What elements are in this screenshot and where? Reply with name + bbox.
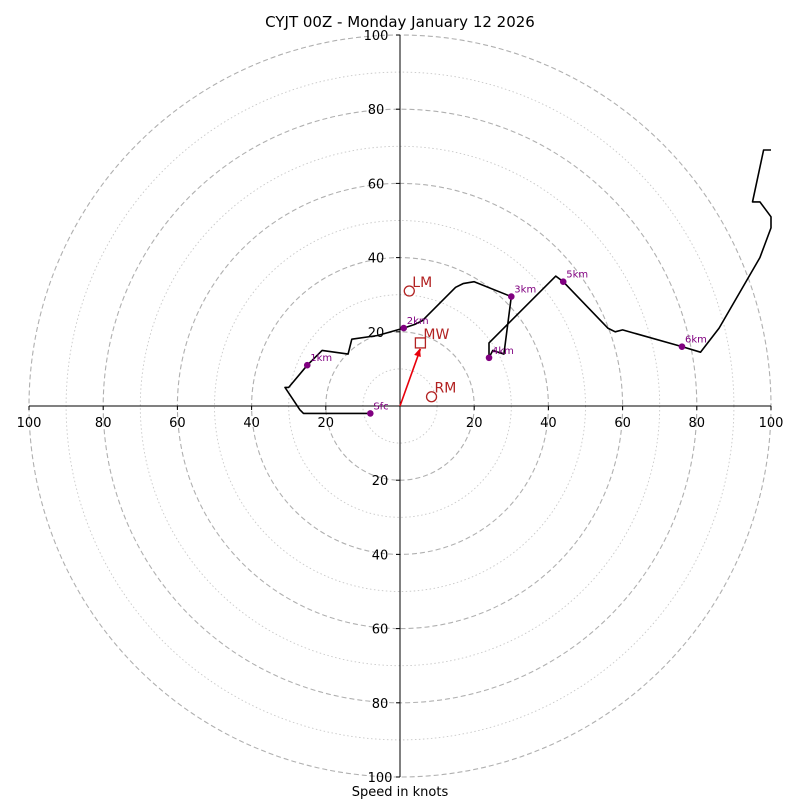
tick-label-y-down: 100	[368, 771, 393, 786]
right-mover-marker	[425, 391, 438, 403]
tick-label-y-down: 80	[372, 697, 389, 712]
tick-label-x-right: 20	[466, 416, 483, 431]
storm-motion: MW LM RM	[399, 275, 457, 407]
tick-label-y-down: 40	[372, 548, 389, 563]
wind-profile-line	[284, 149, 772, 415]
chart-title: CYJT 00Z - Monday January 12 2026	[265, 13, 535, 31]
height-marker-label: 5km	[566, 270, 588, 281]
tick-label-x-right: 80	[689, 416, 706, 431]
tick-label-y-up: 60	[368, 177, 385, 192]
mean-wind-label: MW	[423, 327, 449, 343]
tick-label-x-left: 100	[17, 416, 42, 431]
height-marker-dot	[678, 343, 686, 350]
tick-label-y-up: 80	[368, 103, 385, 118]
height-marker-label: 1km	[310, 353, 332, 364]
height-marker-dot	[367, 410, 374, 417]
height-marker-label: 6km	[685, 335, 707, 346]
tick-label-y-up: 40	[368, 252, 385, 267]
height-marker-dot	[508, 293, 515, 300]
tick-label-x-left: 80	[95, 416, 112, 431]
tick-labels: 100 80 60 40 20 20 40 60 80 100 20 40 60 80 100 20 40 60 8…	[17, 29, 784, 786]
wind-profile	[284, 149, 772, 415]
tick-label-x-left: 20	[318, 416, 335, 431]
height-markers: Sfc 1km 2km 3km 4km 5km 6km	[303, 270, 707, 417]
tick-label-x-right: 60	[614, 416, 631, 431]
tick-label-x-left: 40	[243, 416, 260, 431]
height-marker-label: 3km	[514, 285, 536, 296]
height-marker-label: 4km	[492, 346, 514, 357]
tick-label-x-right: 40	[540, 416, 557, 431]
height-marker-dot	[400, 324, 408, 332]
tick-label-y-down: 60	[372, 623, 389, 638]
tick-label-x-left: 60	[169, 416, 186, 431]
mean-wind-marker	[414, 337, 427, 349]
height-marker-dot	[559, 278, 567, 286]
mean-wind-arrowhead	[414, 348, 421, 358]
tick-label-y-up: 100	[364, 29, 389, 44]
left-mover-marker	[403, 285, 415, 297]
right-mover-label: RM	[435, 381, 457, 397]
tick-label-x-right: 100	[759, 416, 784, 431]
mean-wind-arrow	[399, 348, 422, 407]
tick-label-y-down: 20	[372, 474, 389, 489]
height-marker-label: Sfc	[373, 401, 388, 412]
left-mover-label: LM	[412, 275, 432, 291]
height-marker-label: 2km	[407, 316, 429, 327]
height-marker-dot	[303, 361, 311, 369]
height-marker-dot	[485, 354, 493, 362]
x-axis-label: Speed in knots	[352, 785, 449, 800]
tick-label-y-up: 20	[368, 326, 385, 341]
